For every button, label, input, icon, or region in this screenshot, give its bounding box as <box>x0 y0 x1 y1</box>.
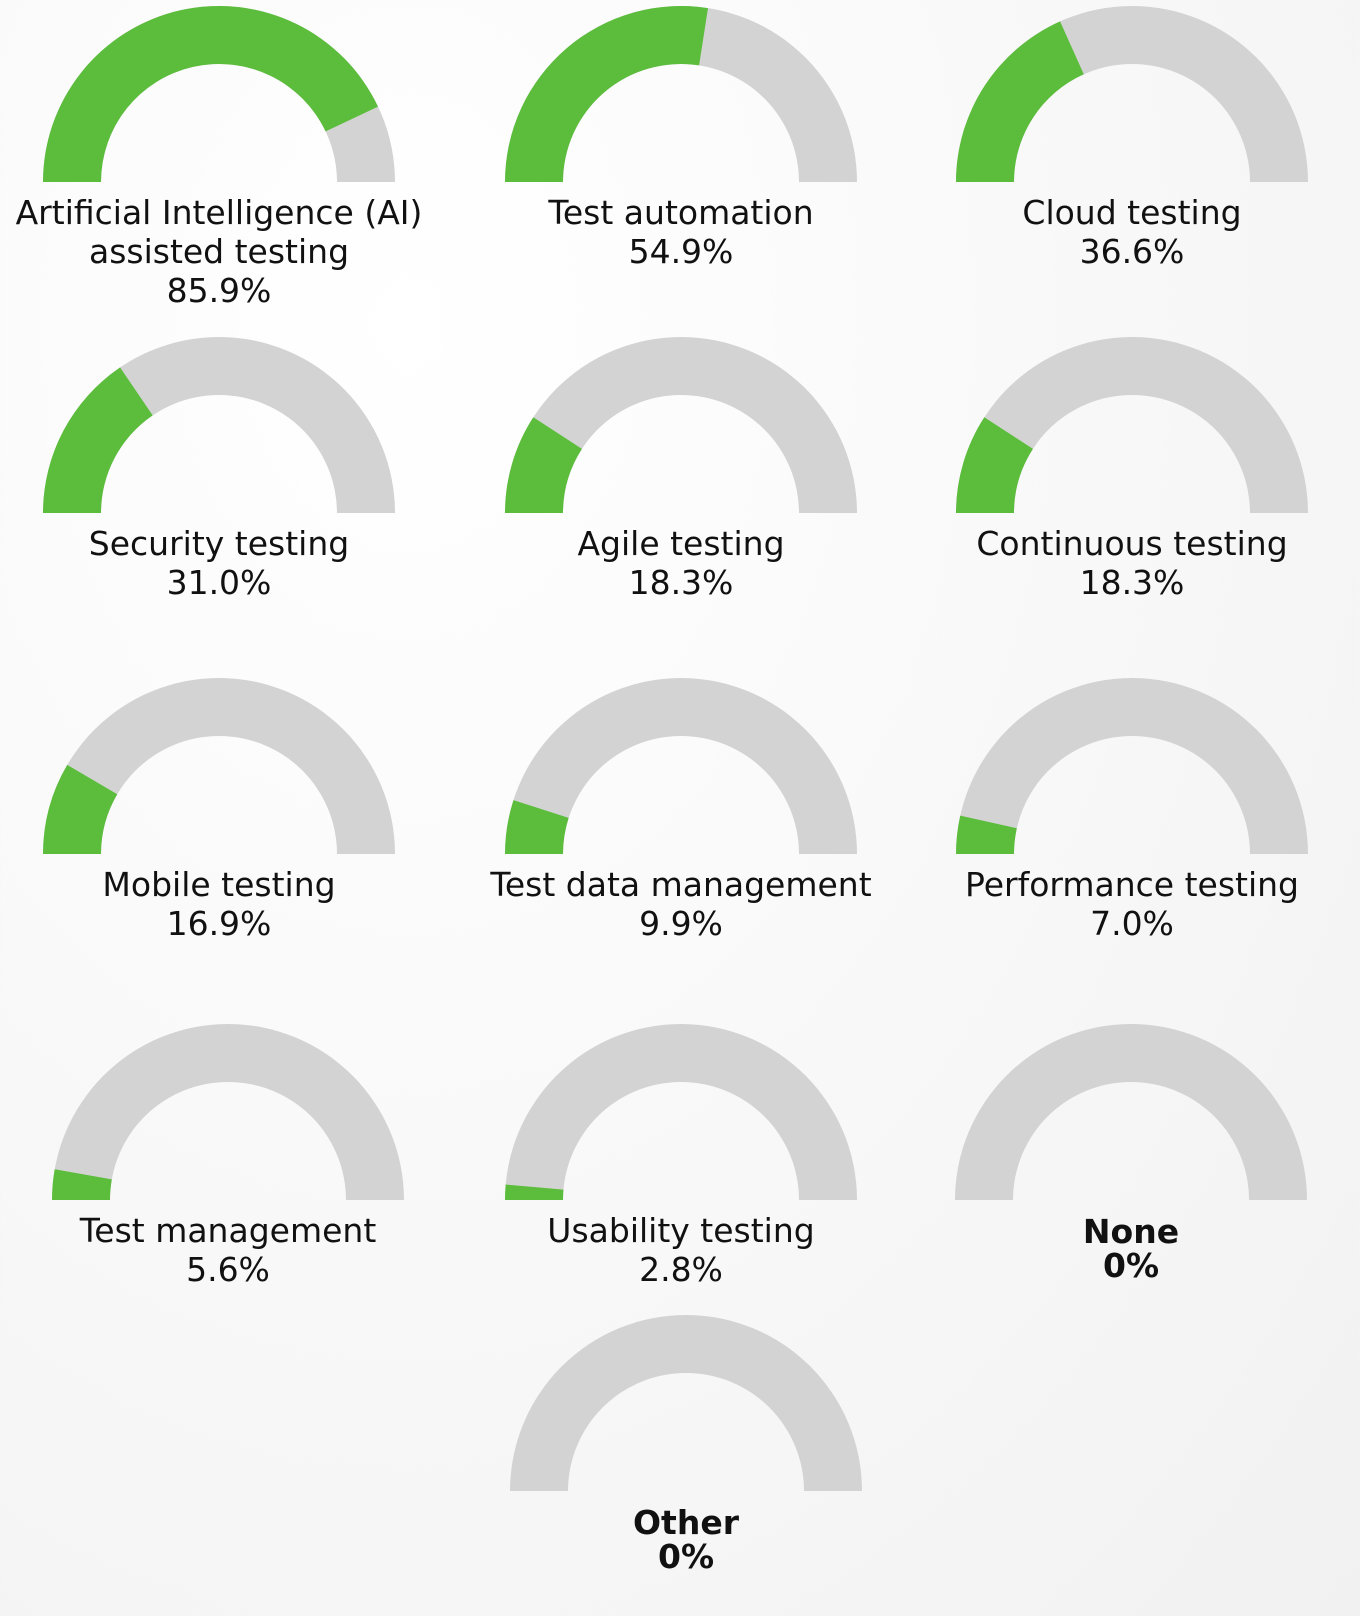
gauge-label: Mobile testing 16.9% <box>0 865 444 943</box>
gauge-title: Cloud testing <box>1022 193 1242 232</box>
gauge <box>956 337 1308 513</box>
gauge-value <box>43 367 153 513</box>
gauge-title: Artificial Intelligence (AI) assisted te… <box>15 193 423 271</box>
gauge-label: Other 0% <box>461 1506 911 1574</box>
gauge <box>43 678 395 854</box>
gauge-label: Usability testing 2.8% <box>456 1211 906 1289</box>
gauge-label: Continuous testing 18.3% <box>907 524 1357 602</box>
gauge-title: Mobile testing <box>102 865 336 904</box>
gauge-value <box>505 6 708 182</box>
gauge <box>52 1024 404 1200</box>
gauge-value-label: 7.0% <box>1090 904 1174 943</box>
gauge-value-label: 16.9% <box>166 904 272 943</box>
gauge-label: Artificial Intelligence (AI) assisted te… <box>0 193 444 310</box>
gauge-label: Performance testing 7.0% <box>907 865 1357 943</box>
gauge-title: None <box>1082 1212 1180 1251</box>
gauge-value-label: 2.8% <box>639 1250 723 1289</box>
gauge <box>505 337 857 513</box>
gauge-cell: Performance testing 7.0% <box>902 675 1360 943</box>
gauge-cell: Other 0% <box>456 1312 916 1574</box>
gauge-cell: Artificial Intelligence (AI) assisted te… <box>0 3 449 310</box>
gauge-title: Other <box>633 1503 739 1542</box>
gauge-label: Agile testing 18.3% <box>456 524 906 602</box>
gauge-track <box>43 678 395 854</box>
gauge-title: Test management <box>79 1211 377 1250</box>
gauge-label: Test automation 54.9% <box>456 193 906 271</box>
gauge-value <box>505 800 569 854</box>
gauge-value-label: 0% <box>657 1537 715 1576</box>
gauge-cell: Continuous testing 18.3% <box>902 334 1360 602</box>
gauge-track <box>505 678 857 854</box>
gauge-title: Agile testing <box>577 524 785 563</box>
gauge-value-label: 36.6% <box>1079 232 1185 271</box>
gauge-title: Continuous testing <box>976 524 1288 563</box>
gauge <box>955 1024 1307 1200</box>
gauge-cell: Agile testing 18.3% <box>451 334 911 602</box>
gauge-title: Test data management <box>490 865 872 904</box>
gauge-title: Performance testing <box>964 865 1299 904</box>
gauge-cell: Test data management 9.9% <box>451 675 911 943</box>
gauge-label: Test data management 9.9% <box>456 865 906 943</box>
gauge-cell: Security testing 31.0% <box>0 334 449 602</box>
gauge-track <box>955 1024 1307 1200</box>
gauge-value <box>956 815 1017 854</box>
gauge-cell: None 0% <box>901 1021 1360 1283</box>
gauge <box>505 678 857 854</box>
gauge-label: Security testing 31.0% <box>0 524 444 602</box>
gauge-value-label: 18.3% <box>628 563 734 602</box>
gauge-value <box>956 21 1084 182</box>
gauge <box>956 6 1308 182</box>
gauge-value <box>43 5 379 182</box>
gauge-title: Usability testing <box>547 1211 815 1250</box>
gauge-value <box>956 417 1033 513</box>
gauge <box>956 678 1308 854</box>
gauge <box>510 1315 862 1491</box>
gauge <box>505 1024 857 1200</box>
gauge-track <box>43 337 395 513</box>
gauge-track <box>956 337 1308 513</box>
gauge-title: Security testing <box>88 524 350 563</box>
gauge-value <box>52 1169 112 1200</box>
gauge-track <box>505 1024 857 1200</box>
gauge-track <box>956 678 1308 854</box>
gauge-value <box>505 1184 564 1200</box>
gauge-cell: Mobile testing 16.9% <box>0 675 449 943</box>
gauge-cell: Test management 5.6% <box>0 1021 458 1289</box>
gauge-title: Test automation <box>548 193 814 232</box>
gauge-label: Cloud testing 36.6% <box>907 193 1357 271</box>
gauge-track <box>505 337 857 513</box>
gauge-value-label: 18.3% <box>1079 563 1185 602</box>
gauge-cell: Cloud testing 36.6% <box>902 3 1360 271</box>
gauge-value <box>505 417 582 513</box>
gauge <box>43 337 395 513</box>
gauge <box>43 5 395 182</box>
gauge-value-label: 0% <box>1102 1246 1160 1285</box>
gauge-value-label: 9.9% <box>639 904 723 943</box>
gauge <box>505 6 857 182</box>
gauge-value-label: 85.9% <box>166 271 272 310</box>
gauge-cell: Test automation 54.9% <box>451 3 911 271</box>
gauge-value-label: 5.6% <box>186 1250 270 1289</box>
gauge-value-label: 31.0% <box>166 563 272 602</box>
gauge-label: Test management 5.6% <box>3 1211 453 1289</box>
gauge-label: None 0% <box>906 1215 1356 1283</box>
gauge-cell: Usability testing 2.8% <box>451 1021 911 1289</box>
gauge-value <box>43 764 118 854</box>
gauge-value-label: 54.9% <box>628 232 734 271</box>
gauge-track <box>52 1024 404 1200</box>
gauge-track <box>510 1315 862 1491</box>
